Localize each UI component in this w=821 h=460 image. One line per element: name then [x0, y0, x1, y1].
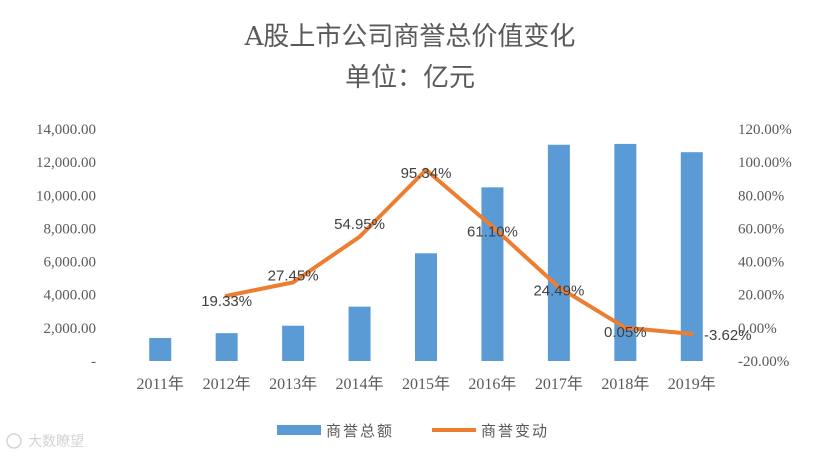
right-tick-label: 20.00%: [738, 288, 784, 304]
line-path: [224, 167, 694, 336]
watermark: 大数瞭望: [6, 433, 84, 450]
legend-bar-label: 商誉总额: [326, 422, 394, 440]
bar: [149, 337, 172, 361]
bar: [481, 187, 504, 361]
line-data-label: 61.10%: [467, 224, 518, 241]
chart-title: A股上市公司商誉总价值变化: [244, 22, 576, 52]
line-data-label: 95.34%: [401, 165, 452, 182]
right-tick-label: 40.00%: [738, 255, 784, 271]
line-data-label: 54.95%: [334, 216, 385, 233]
left-axis: - 2,000.00 4,000.00 6,000.00 8,000.00 10,000.…: [36, 122, 96, 370]
line-data-labels: 19.33% 27.45% 54.95% 95.34% 61.10% 24.49% 0.05…: [201, 165, 751, 344]
right-axis: -20.00% 0.00% 20.00% 40.00% 60.00% 80.00% 100.…: [738, 122, 792, 370]
right-tick-label: 120.00%: [738, 122, 792, 138]
line-data-label: -3.62%: [704, 327, 752, 344]
line-data-label: 24.49%: [533, 282, 584, 299]
bar: [614, 143, 637, 361]
left-tick-label: 8,000.00: [44, 221, 97, 237]
line-data-label: 27.45%: [268, 267, 319, 284]
left-tick-label: 12,000.00: [36, 155, 96, 171]
category-label: 2012年: [203, 375, 251, 393]
line-data-label: 19.33%: [201, 293, 252, 310]
category-label: 2014年: [336, 375, 384, 393]
watermark-text: 大数瞭望: [28, 434, 84, 450]
category-label: 2011年: [137, 375, 184, 393]
bar: [348, 306, 371, 361]
category-label: 2015年: [402, 375, 450, 393]
category-label: 2019年: [668, 375, 716, 393]
left-tick-label: 4,000.00: [44, 288, 97, 304]
category-axis: 2011年 2012年 2013年 2014年 2015年 2016年 2017年 2018年…: [137, 375, 716, 393]
legend-bar-swatch: [277, 425, 321, 435]
line-data-label: 0.05%: [604, 324, 647, 341]
right-tick-label: 80.00%: [738, 188, 784, 204]
bars: [149, 143, 703, 361]
line-series: [224, 167, 694, 336]
right-tick-label: 100.00%: [738, 155, 792, 171]
bar: [547, 144, 570, 361]
category-label: 2017年: [535, 375, 583, 393]
category-label: 2016年: [468, 375, 516, 393]
left-tick-label: 10,000.00: [36, 188, 96, 204]
bar: [215, 333, 238, 361]
bar: [282, 325, 305, 361]
bar: [415, 253, 437, 361]
left-tick-label: -: [91, 354, 96, 370]
right-tick-label: -20.00%: [738, 354, 789, 370]
left-tick-label: 14,000.00: [36, 122, 96, 138]
chart-subtitle: 单位：亿元: [345, 63, 475, 93]
legend-line-label: 商誉变动: [481, 422, 549, 440]
left-tick-label: 2,000.00: [44, 321, 97, 337]
category-label: 2013年: [269, 375, 317, 393]
bar: [680, 152, 703, 361]
right-tick-label: 60.00%: [738, 221, 784, 237]
right-tick-label: 0.00%: [738, 321, 777, 337]
watermark-logo-icon: [6, 433, 22, 449]
left-tick-label: 6,000.00: [44, 255, 97, 271]
legend: 商誉总额 商誉变动: [277, 422, 549, 440]
category-label: 2018年: [601, 375, 649, 393]
